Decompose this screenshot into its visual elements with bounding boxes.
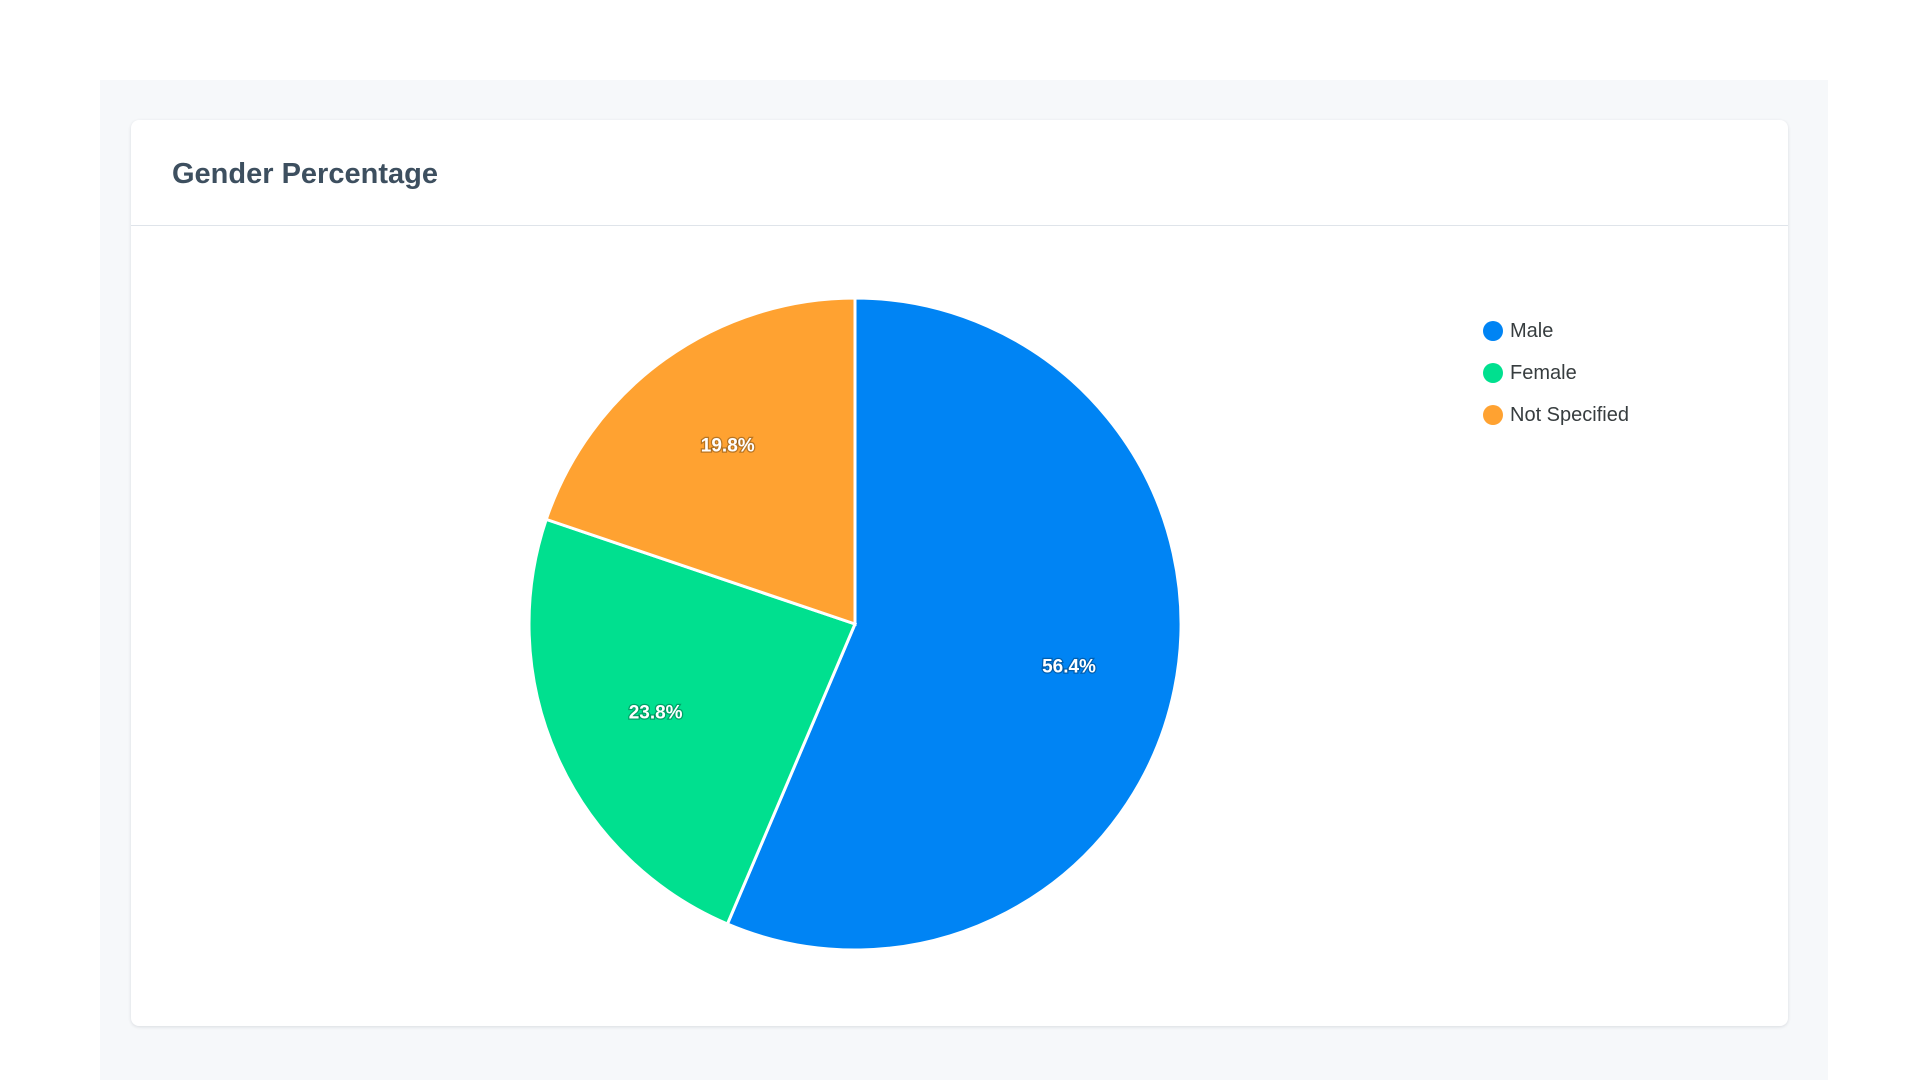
card-title: Gender Percentage xyxy=(172,158,438,190)
legend-item-male[interactable]: Male xyxy=(1483,310,1629,352)
pie-slice-female[interactable] xyxy=(527,517,858,926)
legend-label: Not Specified xyxy=(1510,403,1629,426)
page-background: Gender Percentage 56.4% 23.8% 19.8% Male Fe… xyxy=(100,80,1828,1080)
data-label-not-specified: 19.8% xyxy=(701,436,755,457)
legend-label: Male xyxy=(1510,319,1554,342)
legend-item-not-specified[interactable]: Not Specified xyxy=(1483,394,1629,436)
pie-chart: 56.4% 23.8% 19.8% xyxy=(527,296,1183,952)
pie-slice-male[interactable] xyxy=(725,296,1183,952)
chart-card: Gender Percentage 56.4% 23.8% 19.8% Male Fe… xyxy=(131,120,1788,1026)
chart-legend: Male Female Not Specified xyxy=(1483,310,1629,436)
data-label-male: 56.4% xyxy=(1042,657,1096,678)
card-header: Gender Percentage xyxy=(131,120,1788,226)
chart-area: 56.4% 23.8% 19.8% Male Female Not Specified xyxy=(131,226,1788,1026)
legend-marker xyxy=(1483,363,1503,383)
legend-marker xyxy=(1483,405,1503,425)
legend-item-female[interactable]: Female xyxy=(1483,352,1629,394)
legend-label: Female xyxy=(1510,361,1577,384)
pie-slice-not-specified[interactable] xyxy=(544,296,857,627)
legend-marker xyxy=(1483,321,1503,341)
data-label-female: 23.8% xyxy=(629,702,683,723)
